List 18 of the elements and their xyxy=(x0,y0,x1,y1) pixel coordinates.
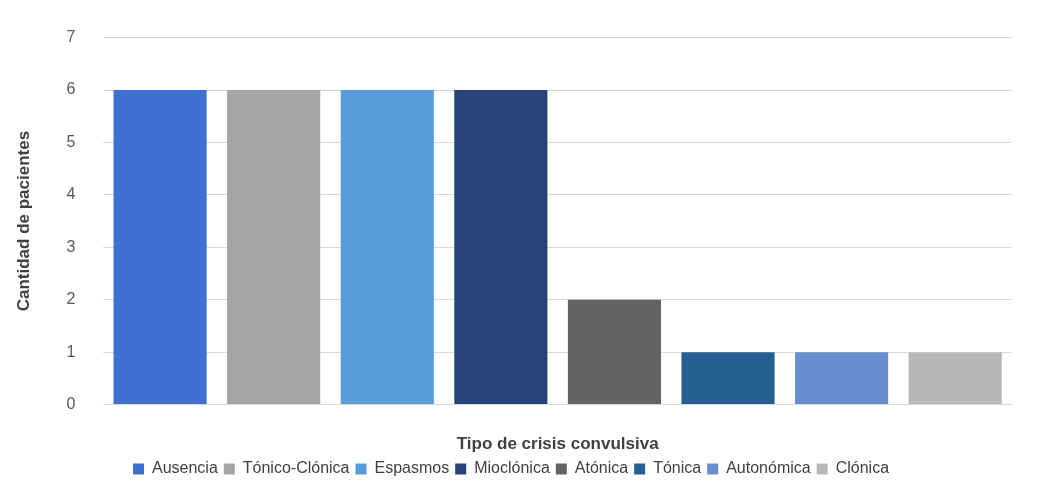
legend-label: Atónica xyxy=(574,459,629,477)
legend-label: Mioclónica xyxy=(474,459,550,477)
x-axis-title: Tipo de crisis convulsiva xyxy=(456,434,660,454)
y-tick-label: 6 xyxy=(66,80,76,98)
legend-label: Espasmos xyxy=(374,459,450,477)
y-tick-label: 5 xyxy=(66,132,76,150)
legend-label: Clónica xyxy=(835,459,890,477)
y-tick-label: 7 xyxy=(66,28,76,46)
legend-label: Tónico-Clónica xyxy=(242,459,350,477)
legend-label: Autonómica xyxy=(726,459,811,477)
y-tick-label: 1 xyxy=(66,342,76,360)
y-axis-title: Cantidad de pacientes xyxy=(13,130,33,312)
y-tick-label: 2 xyxy=(66,290,76,308)
legend-label: Ausencia xyxy=(151,459,218,477)
y-tick-label: 4 xyxy=(66,185,76,203)
legend-label: Tónica xyxy=(653,459,702,477)
y-tick-label: 3 xyxy=(66,237,76,255)
y-tick-label: 0 xyxy=(66,395,76,413)
